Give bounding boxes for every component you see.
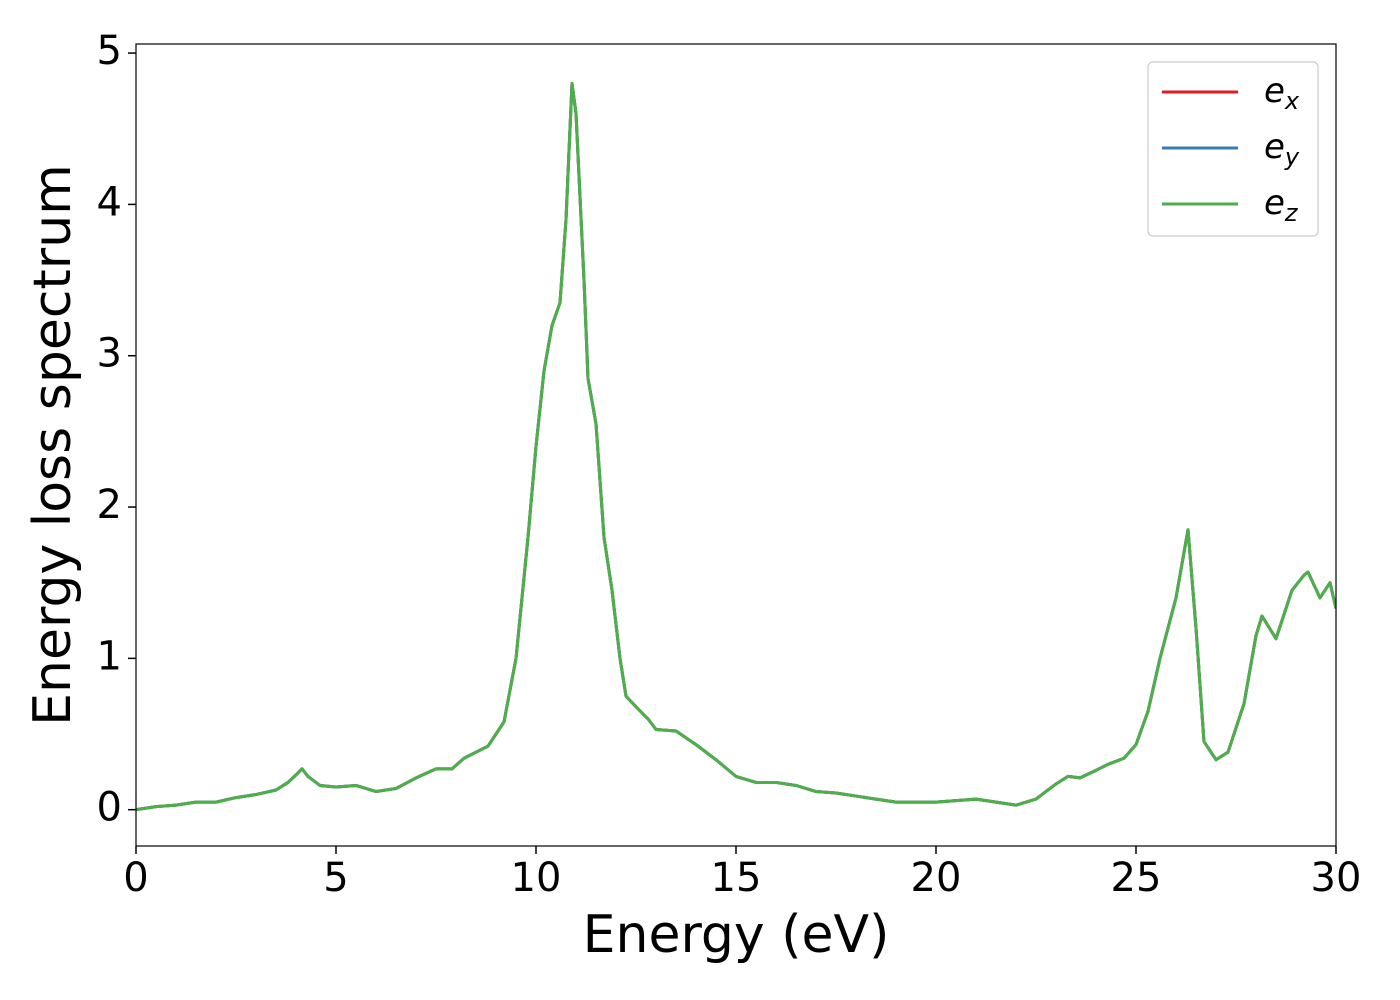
- legend-label: ex: [1264, 71, 1300, 116]
- x-tick-label: 0: [123, 855, 148, 901]
- x-tick-label: 15: [711, 855, 762, 901]
- x-tick-label: 10: [511, 855, 562, 901]
- legend-label: ez: [1264, 183, 1299, 228]
- y-axis-label: Energy loss spectrum: [23, 164, 83, 726]
- plot-frame: [135, 43, 1337, 847]
- x-tick-label: 25: [1111, 855, 1162, 901]
- y-tick-label: 3: [97, 331, 122, 377]
- y-tick-label: 2: [97, 482, 122, 528]
- y-tick-label: 5: [97, 28, 122, 74]
- y-tick-label: 4: [97, 179, 122, 225]
- x-tick-label: 30: [1311, 855, 1362, 901]
- y-tick-label: 1: [97, 633, 122, 679]
- y-tick-label: 0: [97, 785, 122, 831]
- x-tick-label: 5: [323, 855, 348, 901]
- legend-label: ey: [1264, 127, 1300, 172]
- x-axis-label: Energy (eV): [583, 905, 890, 965]
- x-tick-label: 20: [911, 855, 962, 901]
- series-line: [136, 81, 1336, 812]
